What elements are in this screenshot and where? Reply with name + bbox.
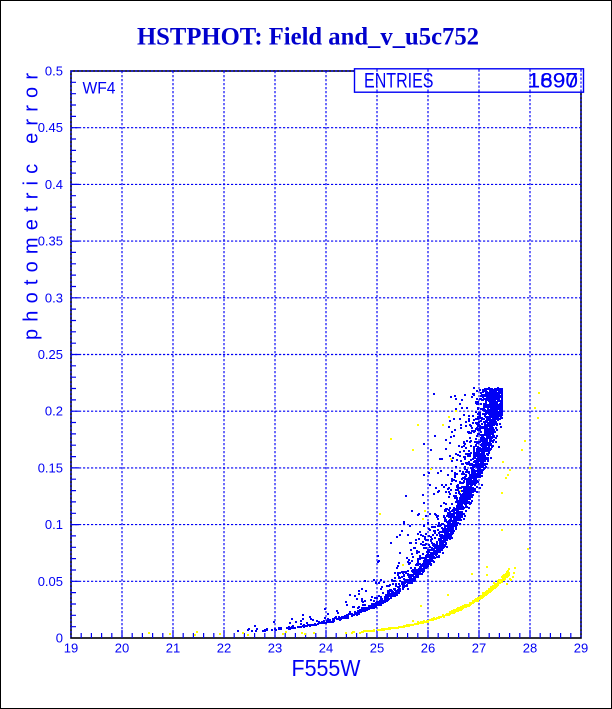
svg-text:0.5: 0.5 [45,64,63,79]
svg-text:0.2: 0.2 [45,404,63,419]
svg-text:29: 29 [574,641,588,656]
svg-text:HSTPHOT: Field and_v_u5c752: HSTPHOT: Field and_v_u5c752 [137,24,479,51]
svg-text:0.15: 0.15 [38,460,63,475]
svg-text:1890: 1890 [528,70,579,93]
svg-text:24: 24 [319,641,333,656]
svg-text:0.45: 0.45 [38,120,63,135]
svg-text:27: 27 [472,641,486,656]
svg-text:0: 0 [56,631,63,646]
svg-text:19: 19 [64,641,78,656]
svg-text:20: 20 [115,641,129,656]
svg-text:0.25: 0.25 [38,347,63,362]
svg-text:0.05: 0.05 [38,574,63,589]
svg-text:1697: 1697 [528,70,579,93]
svg-text:23: 23 [268,641,282,656]
svg-text:21: 21 [166,641,180,656]
svg-text:ENTRIES: ENTRIES [364,70,434,93]
svg-text:28: 28 [523,641,537,656]
svg-text:26: 26 [421,641,435,656]
svg-text:0.35: 0.35 [38,234,63,249]
svg-text:0.1: 0.1 [45,517,63,532]
svg-text:0.3: 0.3 [45,290,63,305]
svg-text:0.4: 0.4 [45,177,63,192]
svg-text:WF4: WF4 [83,79,116,98]
svg-text:22: 22 [217,641,231,656]
svg-text:25: 25 [370,641,384,656]
svg-text:F555W: F555W [292,655,361,681]
